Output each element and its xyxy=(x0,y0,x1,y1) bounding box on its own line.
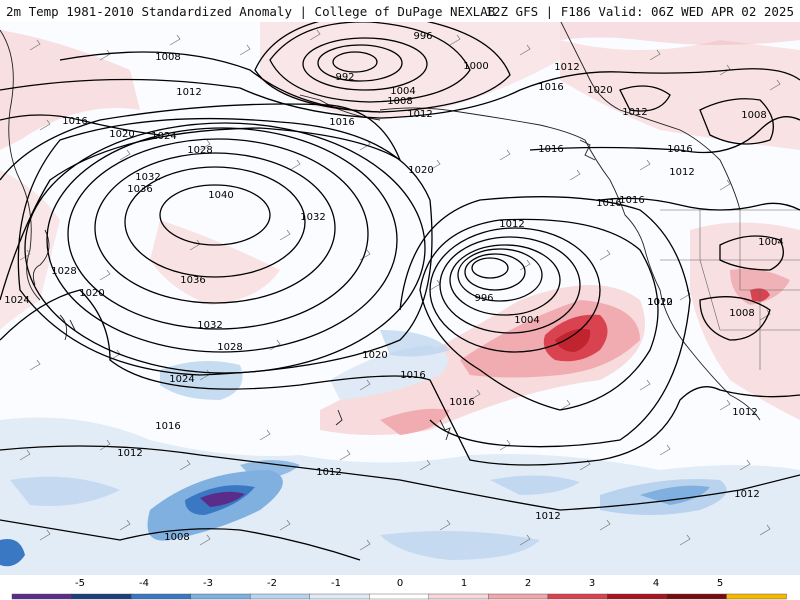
isobar-label: 1012 xyxy=(117,448,142,459)
legend-swatch xyxy=(71,593,132,600)
isobar-label: 1028 xyxy=(187,145,212,156)
isobar-label: 1012 xyxy=(732,407,757,418)
isobar-label: 1012 xyxy=(669,167,694,178)
legend-tick-label: -4 xyxy=(139,578,149,589)
legend-swatch xyxy=(11,593,73,600)
isobar-label: 1020 xyxy=(647,297,672,308)
isobar-label: 1008 xyxy=(729,308,754,319)
isobar-label: 1016 xyxy=(155,421,180,432)
isobar-label: 1004 xyxy=(390,86,415,97)
isobar-lines xyxy=(0,22,800,561)
legend-tick-label: -2 xyxy=(267,578,277,589)
isobar-label: 1016 xyxy=(329,117,354,128)
legend-swatch xyxy=(488,593,549,600)
isobar-label: 1028 xyxy=(51,266,76,277)
isobar-label: 1016 xyxy=(400,370,425,381)
isobar-label: 1012 xyxy=(499,219,524,230)
isobar-label: 1040 xyxy=(208,190,233,201)
isobar-label: 1016 xyxy=(538,144,563,155)
isobar-label: 1012 xyxy=(647,297,672,308)
legend-swatch xyxy=(547,593,609,600)
isobar-label: 1016 xyxy=(596,198,621,209)
isobar-label: 1016 xyxy=(449,397,474,408)
anomaly-shading xyxy=(0,22,800,575)
isobar-label: 1004 xyxy=(758,237,783,248)
isobar-label: 1024 xyxy=(151,131,176,142)
isobar-label: 1032 xyxy=(300,212,325,223)
legend-swatch xyxy=(249,593,311,600)
legend-swatch xyxy=(309,593,370,600)
isobar-label: 1016 xyxy=(667,144,692,155)
isobar-label: 1024 xyxy=(169,374,194,385)
map-header: 2m Temp 1981-2010 Standardized Anomaly |… xyxy=(0,0,800,22)
isobar-label: 1012 xyxy=(176,87,201,98)
legend-swatch xyxy=(607,593,668,600)
legend-tick-label: 4 xyxy=(653,578,659,589)
legend-color-bar xyxy=(11,593,787,600)
legend-tick-labels: -5 -4 -3 -2 -1 0 1 2 3 4 5 xyxy=(75,578,723,589)
isobar-label: 1008 xyxy=(387,96,412,107)
isobar-label: 1012 xyxy=(535,511,560,522)
isobar-label: 1012 xyxy=(554,62,579,73)
color-scale-legend: -5 -4 -3 -2 -1 0 1 2 3 4 5 xyxy=(0,575,800,600)
isobar-label: 1028 xyxy=(217,342,242,353)
model-valid-time: 12Z GFS | F186 Valid: 06Z WED APR 02 202… xyxy=(485,4,794,19)
legend-tick-label: 0 xyxy=(397,578,403,589)
isobar-label: 1012 xyxy=(316,467,341,478)
isobar-label: 1020 xyxy=(79,288,104,299)
isobar-label: 1016 xyxy=(538,82,563,93)
isobar-label: 1020 xyxy=(587,85,612,96)
legend-tick-label: -1 xyxy=(331,578,341,589)
legend-swatch xyxy=(130,593,192,600)
isobar-label: 1032 xyxy=(197,320,222,331)
isobar-label: 1000 xyxy=(463,61,488,72)
isobar-label: 1008 xyxy=(155,52,180,63)
isobar-label: 1020 xyxy=(362,350,387,361)
isobar-label: 1016 xyxy=(619,195,644,206)
isobar-labels: 996 992 1000 1004 1008 1012 1008 1012 10… xyxy=(4,31,783,543)
legend-tick-label: -5 xyxy=(75,578,85,589)
isobar-label: 996 xyxy=(413,31,432,42)
isobar-label: 992 xyxy=(335,72,354,83)
isobar-label: 1020 xyxy=(109,129,134,140)
isobar-label: 1012 xyxy=(622,107,647,118)
legend-swatch xyxy=(428,593,490,600)
isobar-label: 1036 xyxy=(127,184,152,195)
isobar-label: 1032 xyxy=(135,172,160,183)
legend-swatch xyxy=(190,593,251,600)
legend-tick-label: 3 xyxy=(589,578,595,589)
legend-tick-label: 5 xyxy=(717,578,723,589)
legend-tick-label: 2 xyxy=(525,578,531,589)
isobar-label: 1036 xyxy=(180,275,205,286)
legend-swatch xyxy=(369,593,430,600)
isobar-label: 1024 xyxy=(4,295,29,306)
isobar-label: 996 xyxy=(474,293,493,304)
legend-tick-label: 1 xyxy=(461,578,467,589)
legend-swatch xyxy=(726,593,787,600)
isobar-label: 1016 xyxy=(62,116,87,127)
legend-swatch xyxy=(666,593,728,600)
isobar-label: 1020 xyxy=(408,165,433,176)
product-title: 2m Temp 1981-2010 Standardized Anomaly |… xyxy=(6,4,496,19)
isobar-label: 1008 xyxy=(741,110,766,121)
legend-tick-label: -3 xyxy=(203,578,213,589)
isobar-label: 1004 xyxy=(514,315,539,326)
isobar-label: 1012 xyxy=(734,489,759,500)
isobar-label: 1012 xyxy=(407,109,432,120)
anomaly-map: 996 992 1000 1004 1008 1012 1008 1012 10… xyxy=(0,22,800,575)
isobar-label: 1008 xyxy=(164,532,189,543)
